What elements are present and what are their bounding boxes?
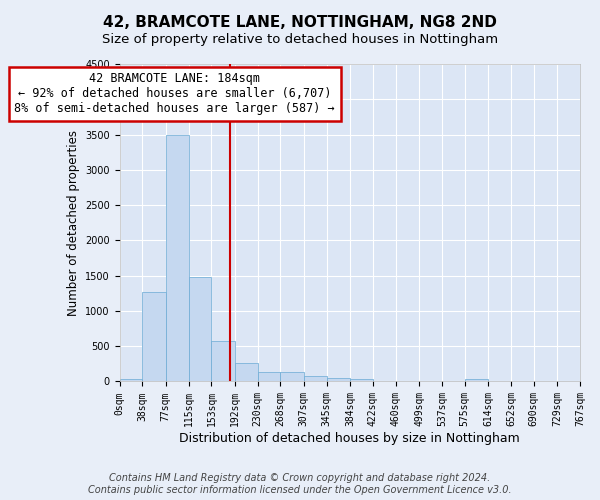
Bar: [211, 341, 235, 382]
Bar: [465, 379, 488, 382]
X-axis label: Distribution of detached houses by size in Nottingham: Distribution of detached houses by size …: [179, 432, 520, 445]
Bar: [188, 277, 211, 382]
Bar: [119, 380, 142, 382]
Bar: [326, 378, 350, 382]
Text: 42 BRAMCOTE LANE: 184sqm
← 92% of detached houses are smaller (6,707)
8% of semi: 42 BRAMCOTE LANE: 184sqm ← 92% of detach…: [14, 72, 335, 116]
Bar: [235, 363, 257, 382]
Bar: [350, 380, 373, 382]
Text: 42, BRAMCOTE LANE, NOTTINGHAM, NG8 2ND: 42, BRAMCOTE LANE, NOTTINGHAM, NG8 2ND: [103, 15, 497, 30]
Bar: [166, 134, 188, 382]
Bar: [257, 372, 280, 382]
Y-axis label: Number of detached properties: Number of detached properties: [67, 130, 80, 316]
Bar: [280, 372, 304, 382]
Text: Size of property relative to detached houses in Nottingham: Size of property relative to detached ho…: [102, 32, 498, 46]
Bar: [304, 376, 326, 382]
Bar: [142, 292, 166, 382]
Text: Contains HM Land Registry data © Crown copyright and database right 2024.
Contai: Contains HM Land Registry data © Crown c…: [88, 474, 512, 495]
